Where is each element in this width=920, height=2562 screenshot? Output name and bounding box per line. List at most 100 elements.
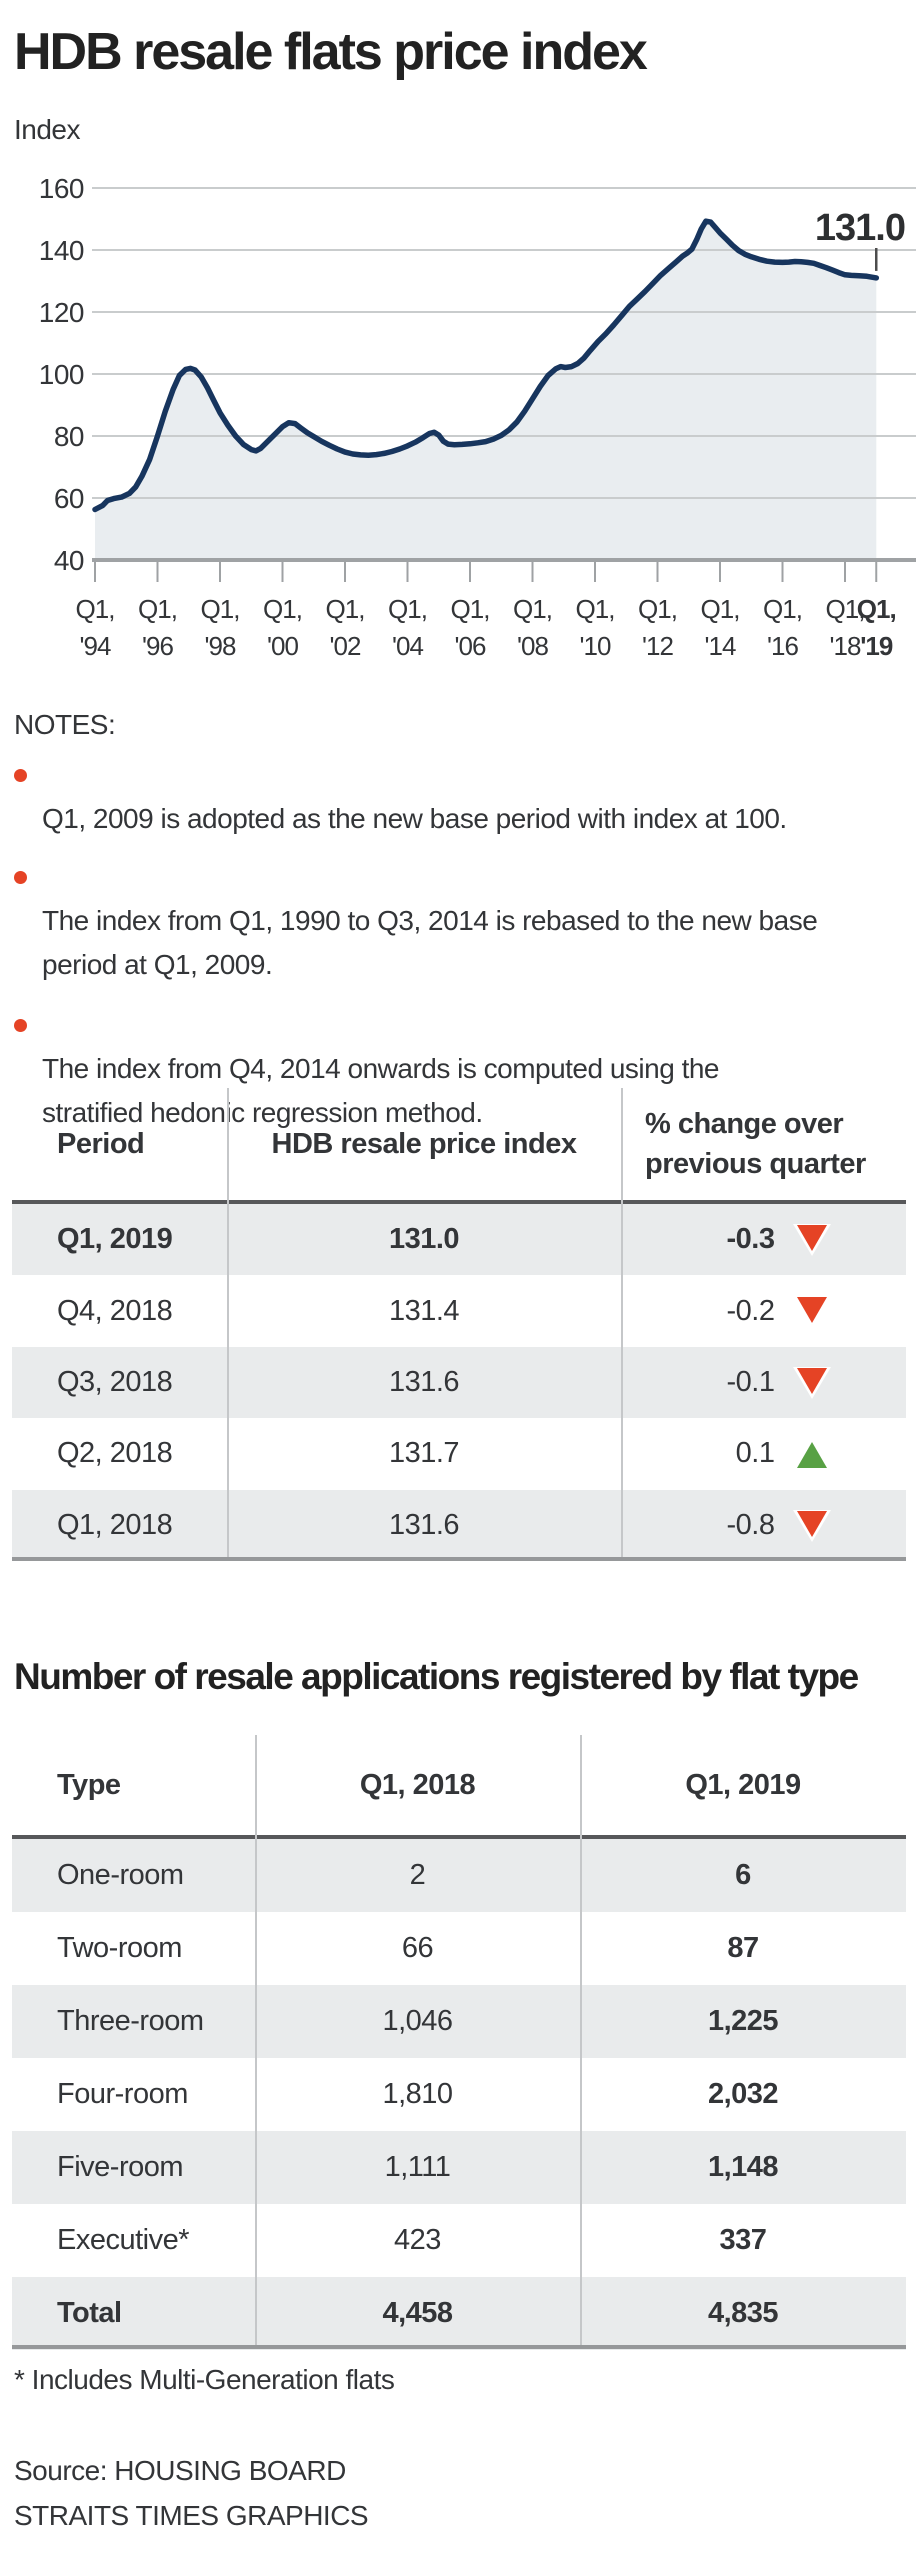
q1-2019-cell: 87 <box>727 1932 759 1964</box>
svg-text:Q1,: Q1, <box>263 594 302 624</box>
column-header: Period <box>57 1127 145 1160</box>
svg-text:140: 140 <box>39 235 84 266</box>
svg-text:Q1,: Q1, <box>76 594 115 624</box>
change-value: 0.1 <box>735 1437 775 1470</box>
table-row: Q2, 2018 131.7 0.1 <box>12 1418 906 1489</box>
change-cell: -0.2 <box>621 1295 906 1328</box>
svg-text:'96: '96 <box>142 631 173 661</box>
note-text: The index from Q1, 1990 to Q3, 2014 is r… <box>42 905 818 980</box>
svg-text:'14: '14 <box>705 631 736 661</box>
price-index-table: Period HDB resale price index % change o… <box>12 1088 906 1561</box>
q1-2019-cell: 4,835 <box>707 2297 779 2329</box>
svg-text:'19: '19 <box>860 631 893 661</box>
bullet-icon <box>14 871 27 884</box>
type-cell: Four-room <box>57 2078 188 2110</box>
footnote: * Includes Multi-Generation flats <box>14 2364 395 2395</box>
q1-2019-cell: 6 <box>735 1859 751 1891</box>
index-cell: 131.4 <box>388 1294 460 1327</box>
notes-section: NOTES: Q1, 2009 is adopted as the new ba… <box>14 703 898 1135</box>
index-cell: 131.0 <box>388 1223 460 1256</box>
svg-text:'98: '98 <box>205 631 236 661</box>
table-body: One-room 2 6 Two-room 66 87 Three-room 1… <box>12 1839 906 2350</box>
y-axis-title: Index <box>14 114 81 145</box>
change-cell: -0.3 <box>621 1223 906 1257</box>
type-cell: One-room <box>57 1859 184 1891</box>
table-header-row: Period HDB resale price index % change o… <box>12 1088 906 1204</box>
period-cell: Q3, 2018 <box>57 1365 173 1398</box>
column-divider <box>580 1735 582 2349</box>
svg-text:'10: '10 <box>580 631 611 661</box>
bullet-icon <box>14 1019 27 1032</box>
table-row: Three-room 1,046 1,225 <box>12 1985 906 2058</box>
period-cell: Q1, 2018 <box>57 1508 173 1541</box>
svg-text:Q1,: Q1, <box>451 594 490 624</box>
change-value: -0.1 <box>726 1365 775 1398</box>
svg-text:Q1,: Q1, <box>763 594 802 624</box>
change-value: -0.2 <box>726 1294 775 1327</box>
q1-2018-cell: 1,046 <box>382 2005 453 2037</box>
svg-text:'12: '12 <box>642 631 673 661</box>
q1-2018-cell: 1,810 <box>382 2078 453 2110</box>
svg-text:Q1,: Q1, <box>857 594 896 624</box>
svg-text:Q1,: Q1, <box>388 594 427 624</box>
svg-text:'06: '06 <box>455 631 486 661</box>
notes-title: NOTES: <box>14 709 116 740</box>
change-value: -0.8 <box>726 1508 775 1541</box>
change-down-icon <box>792 1509 831 1542</box>
index-cell: 131.6 <box>388 1365 460 1398</box>
svg-text:80: 80 <box>54 421 84 452</box>
column-header: % change over previous quarter <box>645 1108 866 1180</box>
svg-text:Q1,: Q1, <box>326 594 365 624</box>
svg-text:Q1,: Q1, <box>638 594 677 624</box>
type-cell: Five-room <box>57 2151 184 2183</box>
table-row: Two-room 66 87 <box>12 1912 906 1985</box>
table-row: Q4, 2018 131.4 -0.2 <box>12 1275 906 1346</box>
svg-text:Q1,: Q1, <box>826 594 865 624</box>
period-cell: Q4, 2018 <box>57 1294 173 1327</box>
q1-2018-cell: 66 <box>401 1932 434 1964</box>
period-cell: Q2, 2018 <box>57 1437 173 1470</box>
table-row: Executive* 423 337 <box>12 2204 906 2277</box>
svg-text:Q1,: Q1, <box>513 594 552 624</box>
svg-text:60: 60 <box>54 483 84 514</box>
column-header: Type <box>57 1768 121 1801</box>
table-row: Q1, 2019 131.0 -0.3 <box>12 1204 906 1276</box>
table-row: One-room 2 6 <box>12 1839 906 1912</box>
q1-2018-cell: 423 <box>394 2224 441 2256</box>
page-title: HDB resale flats price index <box>14 23 648 81</box>
table-row: Q1, 2018 131.6 -0.8 <box>12 1489 906 1561</box>
table-bottom-rule <box>12 2345 906 2349</box>
svg-text:40: 40 <box>54 545 84 576</box>
type-cell: Executive* <box>57 2224 190 2256</box>
column-header: HDB resale price index <box>271 1127 577 1160</box>
table-row: Q3, 2018 131.6 -0.1 <box>12 1346 906 1419</box>
column-divider <box>621 1088 623 1561</box>
index-cell: 131.7 <box>388 1437 460 1470</box>
q1-2019-cell: 2,032 <box>707 2078 779 2110</box>
change-value: -0.3 <box>726 1223 775 1256</box>
q1-2019-cell: 1,148 <box>707 2151 779 2183</box>
table-row-total: Total 4,458 4,835 <box>12 2277 906 2350</box>
change-cell: -0.1 <box>621 1366 906 1399</box>
note-item: The index from Q1, 1990 to Q3, 2014 is r… <box>14 855 898 987</box>
change-down-icon <box>792 1366 831 1399</box>
svg-text:'94: '94 <box>80 631 111 661</box>
table-bottom-rule <box>12 1557 906 1561</box>
svg-text:160: 160 <box>39 173 84 204</box>
type-cell: Total <box>57 2297 122 2329</box>
source-line: Source: HOUSING BOARD <box>14 2455 346 2486</box>
credit-line: STRAITS TIMES GRAPHICS <box>14 2500 369 2531</box>
svg-text:Q1,: Q1, <box>701 594 740 624</box>
change-cell: 0.1 <box>621 1437 906 1470</box>
svg-text:Q1,: Q1, <box>138 594 177 624</box>
svg-text:'04: '04 <box>392 631 423 661</box>
svg-text:Q1,: Q1, <box>576 594 615 624</box>
bullet-icon <box>14 769 27 782</box>
svg-text:'00: '00 <box>267 631 298 661</box>
column-header: Q1, 2018 <box>359 1768 476 1801</box>
table-header-row: Type Q1, 2018 Q1, 2019 <box>12 1735 906 1839</box>
change-cell: -0.8 <box>621 1509 906 1542</box>
price-index-area-chart: 40 60 80 100 120 140 160 Q1, '94 Q1, '96 Q1, '98 Q1, '… <box>39 173 916 661</box>
note-item: The index from Q4, 2014 onwards is compu… <box>14 1003 898 1135</box>
